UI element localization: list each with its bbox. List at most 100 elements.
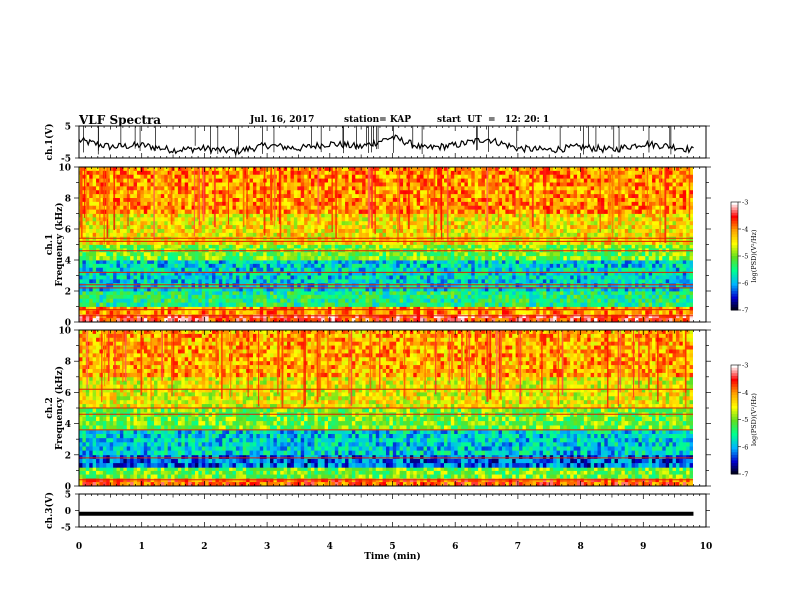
spectrogram-cell bbox=[157, 283, 161, 287]
spectrogram-cell bbox=[383, 314, 387, 318]
spectrogram-cell bbox=[188, 245, 192, 249]
spectrogram-cell bbox=[192, 279, 196, 283]
spectrogram-cell bbox=[386, 310, 390, 314]
spectrogram-cell bbox=[355, 264, 359, 268]
spectrogram-cell bbox=[690, 256, 694, 260]
spectrogram-cell bbox=[502, 233, 506, 237]
spectrogram-cell bbox=[355, 229, 359, 233]
spectrogram-cell bbox=[625, 217, 629, 221]
spectrogram-cell bbox=[120, 314, 124, 318]
spectrogram-cell bbox=[175, 264, 179, 268]
spectrogram-cell bbox=[157, 260, 161, 264]
spectrogram-cell bbox=[621, 233, 625, 237]
spectrogram-cell bbox=[499, 233, 503, 237]
spectrogram-cell bbox=[451, 221, 455, 225]
spectrogram-cell bbox=[376, 217, 380, 221]
spectrogram-cell bbox=[413, 299, 417, 303]
spectrogram-cell bbox=[427, 291, 431, 295]
spectrogram-cell bbox=[427, 233, 431, 237]
spectrogram-cell bbox=[587, 245, 591, 249]
spectrogram-cell bbox=[311, 307, 315, 311]
spectrogram-cell bbox=[175, 260, 179, 264]
spectrogram-cell bbox=[676, 303, 680, 307]
spectrogram-cell bbox=[294, 299, 298, 303]
spectrogram-cell bbox=[352, 307, 356, 311]
spectrogram-cell bbox=[117, 225, 121, 229]
spectrogram-cell bbox=[597, 233, 601, 237]
spectrogram-cell bbox=[226, 276, 230, 280]
spectrogram-cell bbox=[314, 229, 318, 233]
spectrogram-cell bbox=[645, 252, 649, 256]
spectrogram-cell bbox=[222, 299, 226, 303]
spectrogram-cell bbox=[451, 252, 455, 256]
spectrogram-cell bbox=[134, 217, 138, 221]
spectrogram-cell bbox=[318, 310, 322, 314]
spectrogram-cell bbox=[215, 256, 219, 260]
spectrogram-cell bbox=[195, 314, 199, 318]
spectrogram-cell bbox=[304, 268, 308, 272]
spectrogram-cell bbox=[417, 283, 421, 287]
spectrogram-cell bbox=[209, 233, 213, 237]
spectrogram-cell bbox=[683, 260, 687, 264]
spectrogram-cell bbox=[461, 260, 465, 264]
spectrogram-cell bbox=[82, 295, 86, 299]
spectrogram-cell bbox=[591, 283, 595, 287]
spectrogram-cell bbox=[502, 245, 506, 249]
spectrogram-cell bbox=[277, 264, 281, 268]
spectrogram-cell bbox=[625, 310, 629, 314]
spectrogram-cell bbox=[679, 283, 683, 287]
spectrogram-cell bbox=[618, 245, 622, 249]
spectrogram-cell bbox=[625, 276, 629, 280]
spectrogram-cell bbox=[594, 260, 598, 264]
spectrogram-cell bbox=[181, 217, 185, 221]
spectrogram-cell bbox=[137, 245, 141, 249]
spectrogram-cell bbox=[557, 252, 561, 256]
spectrogram-cell bbox=[110, 264, 114, 268]
spectrogram-cell bbox=[123, 295, 127, 299]
spectrogram-cell bbox=[464, 295, 468, 299]
spectrogram-cell bbox=[488, 283, 492, 287]
spectrogram-cell bbox=[437, 310, 441, 314]
spectrogram-cell bbox=[287, 245, 291, 249]
spectrogram-cell bbox=[557, 291, 561, 295]
spectrogram-cell bbox=[543, 279, 547, 283]
spectrogram-cell bbox=[369, 268, 373, 272]
spectrogram-cell bbox=[628, 268, 632, 272]
spectrogram-cell bbox=[140, 264, 144, 268]
spectrogram-cell bbox=[492, 225, 496, 229]
spectrogram-cell bbox=[301, 221, 305, 225]
spectrogram-cell bbox=[389, 268, 393, 272]
spectrogram-cell bbox=[297, 264, 301, 268]
spectrogram-cell bbox=[192, 299, 196, 303]
spectrogram-cell bbox=[134, 264, 138, 268]
spectrogram-cell bbox=[683, 314, 687, 318]
spectrogram-cell bbox=[137, 276, 141, 280]
spectrogram-cell bbox=[321, 276, 325, 280]
spectrogram-cell bbox=[533, 307, 537, 311]
spectrogram-cell bbox=[516, 260, 520, 264]
spectrogram-cell bbox=[652, 256, 656, 260]
spectrogram-cell bbox=[430, 233, 434, 237]
spectrogram-cell bbox=[256, 279, 260, 283]
spectrogram-cell bbox=[161, 268, 165, 272]
spectrogram-cell bbox=[383, 291, 387, 295]
spectrogram-cell bbox=[413, 314, 417, 318]
spectrogram-cell bbox=[485, 256, 489, 260]
spectrogram-cell bbox=[488, 260, 492, 264]
spectrogram-cell bbox=[342, 283, 346, 287]
spectrogram-cell bbox=[345, 283, 349, 287]
spectrogram-cell bbox=[478, 276, 482, 280]
spectrogram-cell bbox=[464, 214, 468, 218]
spectrogram-cell bbox=[175, 221, 179, 225]
spectrogram-cell bbox=[134, 276, 138, 280]
spectrogram-cell bbox=[618, 295, 622, 299]
spectrogram-cell bbox=[175, 279, 179, 283]
spectrogram-cell bbox=[482, 283, 486, 287]
spectrogram-cell bbox=[604, 291, 608, 295]
spectrogram-cell bbox=[669, 307, 673, 311]
spectrogram-cell bbox=[482, 310, 486, 314]
spectrogram-cell bbox=[127, 256, 131, 260]
spectrogram-cell bbox=[563, 283, 567, 287]
spectrogram-cell bbox=[195, 256, 199, 260]
y-tick-label: 5 bbox=[65, 123, 71, 133]
